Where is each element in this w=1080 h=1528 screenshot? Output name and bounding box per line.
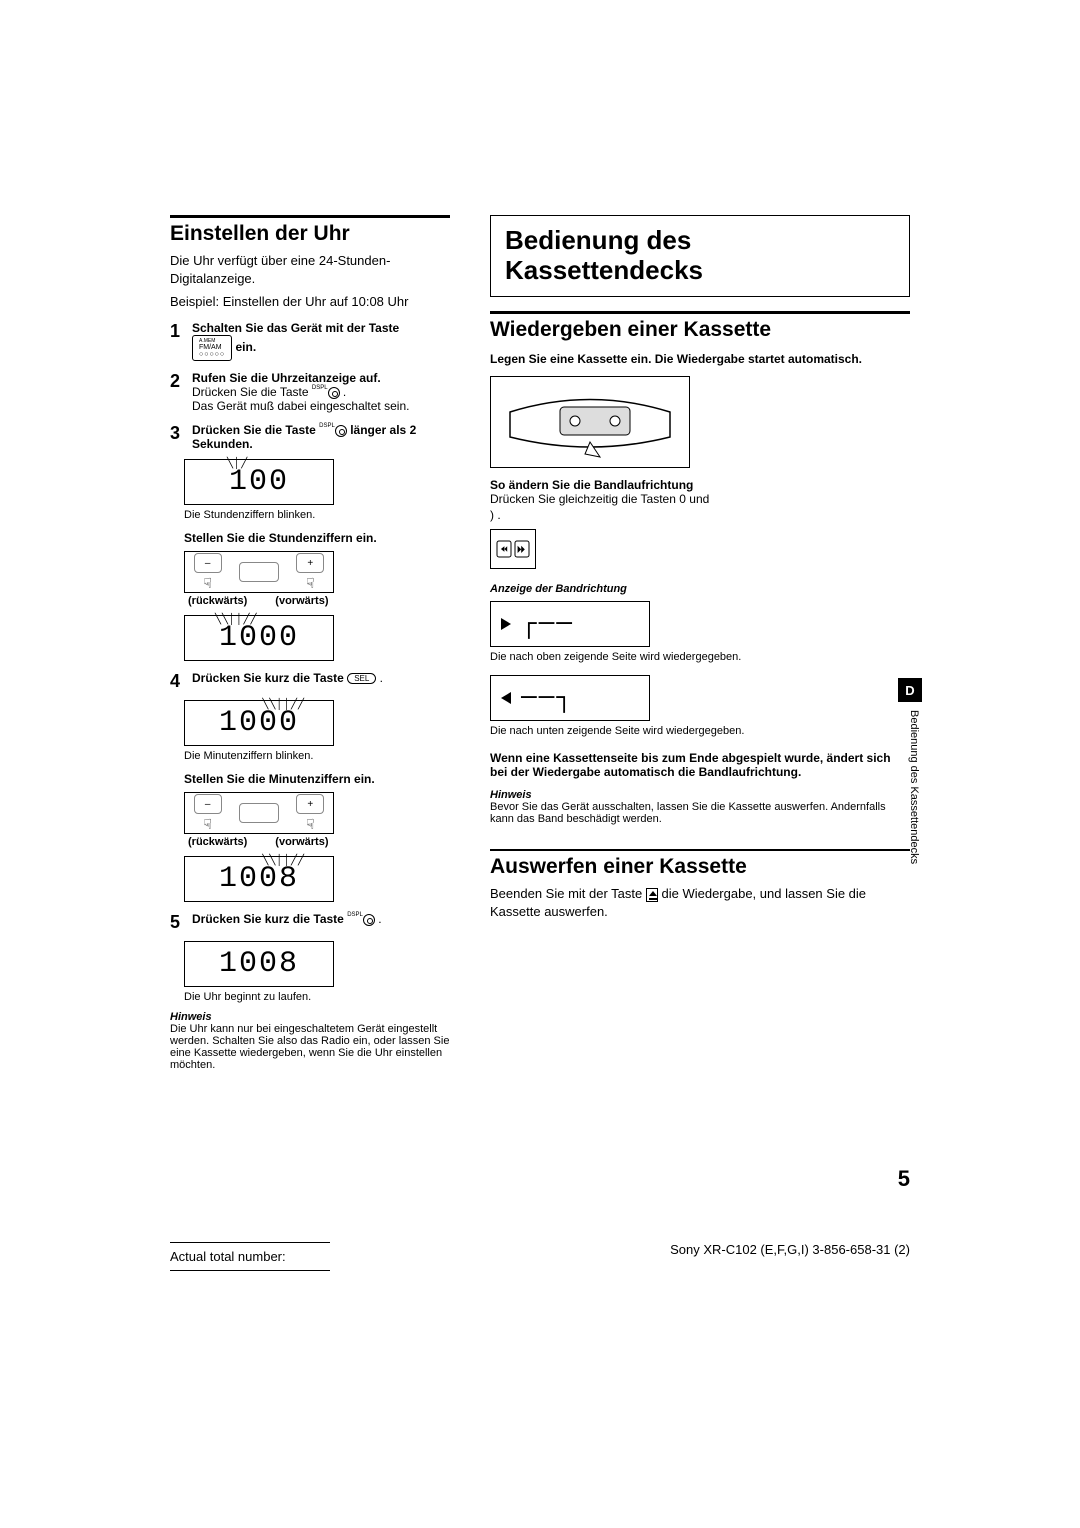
eject-heading: Auswerfen einer Kassette [490,855,910,879]
lcd-display-4: ╲╲││╱╱ 1008 [184,856,334,902]
direction-caption: Anzeige der Bandrichtung [490,583,910,595]
hinweis-label-left: Hinweis [170,1011,450,1023]
section-box-title: Bedienung des Kassettendecks [490,215,910,297]
change-direction-heading: So ändern Sie die Bandlaufrichtung [490,478,910,492]
side-tab: D [898,678,922,702]
playback-heading: Wiedergeben einer Kassette [490,318,910,342]
direction-button-illustration [490,529,536,569]
dspl-icon [363,914,375,926]
direction-display-down: ──┐ [490,675,650,721]
side-label: Bedienung des Kassettendecks [900,710,920,864]
dspl-icon [335,425,347,437]
seek-control-2: –☟ +☟ [184,792,334,834]
lcd-display-5: 1008 [184,941,334,987]
right-column: Bedienung des Kassettendecks Wiedergeben… [490,215,910,1071]
hinweis-label-right: Hinweis [490,789,910,801]
direction-display-up: ┌── [490,601,650,647]
hinweis-body-left: Die Uhr kann nur bei eingeschaltetem Ger… [170,1023,450,1071]
step-1: 1 Schalten Sie das Gerät mit der Taste A… [170,321,450,361]
caption-min-blink: Die Minutenziffern blinken. [184,750,450,762]
seek-control-1: –☟ +☟ [184,551,334,593]
cassette-illustration [490,376,690,468]
step-4: 4 Drücken Sie kurz die Taste SEL . [170,671,450,692]
left-column: Einstellen der Uhr Die Uhr verfügt über … [170,215,450,1071]
lcd-display-1: ╲│╱ 100 [184,459,334,505]
insert-instruction: Legen Sie eine Kassette ein. Die Wiederg… [490,352,910,366]
footer-right: Sony XR-C102 (E,F,G,I) 3-856-658-31 (2) [670,1242,910,1271]
caption-clock-runs: Die Uhr beginnt zu laufen. [184,991,450,1003]
step-3: 3 Drücken Sie die Taste DSPL länger als … [170,423,450,451]
clock-example: Beispiel: Einstellen der Uhr auf 10:08 U… [170,293,450,311]
fmam-button-icon: A.MEM FM/AM ○○○○○ [192,335,232,361]
dir-down-text: Die nach unten zeigende Seite wird wiede… [490,725,910,737]
clock-heading: Einstellen der Uhr [170,222,450,246]
lcd-display-3: ╲╲││╱╱ 1000 [184,700,334,746]
dspl-icon [328,387,340,399]
dir-up-text: Die nach oben zeigende Seite wird wieder… [490,651,910,663]
footer: Actual total number: Sony XR-C102 (E,F,G… [170,1242,910,1271]
footer-left: Actual total number: [170,1242,330,1271]
sel-button-icon: SEL [347,673,376,684]
set-minutes-heading: Stellen Sie die Minutenziffern ein. [184,772,450,786]
caption-hours-blink: Die Stundenziffern blinken. [184,509,450,521]
page-number: 5 [898,1166,910,1192]
eject-icon [646,888,658,902]
clock-intro: Die Uhr verfügt über eine 24-Stunden-Dig… [170,252,450,287]
lcd-display-2: ╲╲││╱╱ 1000 [184,615,334,661]
step-2: 2 Rufen Sie die Uhrzeitanzeige auf. Drüc… [170,371,450,413]
hinweis-body-right: Bevor Sie das Gerät ausschalten, lassen … [490,801,910,825]
step-5: 5 Drücken Sie kurz die Taste DSPL . [170,912,450,933]
auto-reverse-heading: Wenn eine Kassettenseite bis zum Ende ab… [490,751,910,779]
set-hours-heading: Stellen Sie die Stundenziffern ein. [184,531,450,545]
